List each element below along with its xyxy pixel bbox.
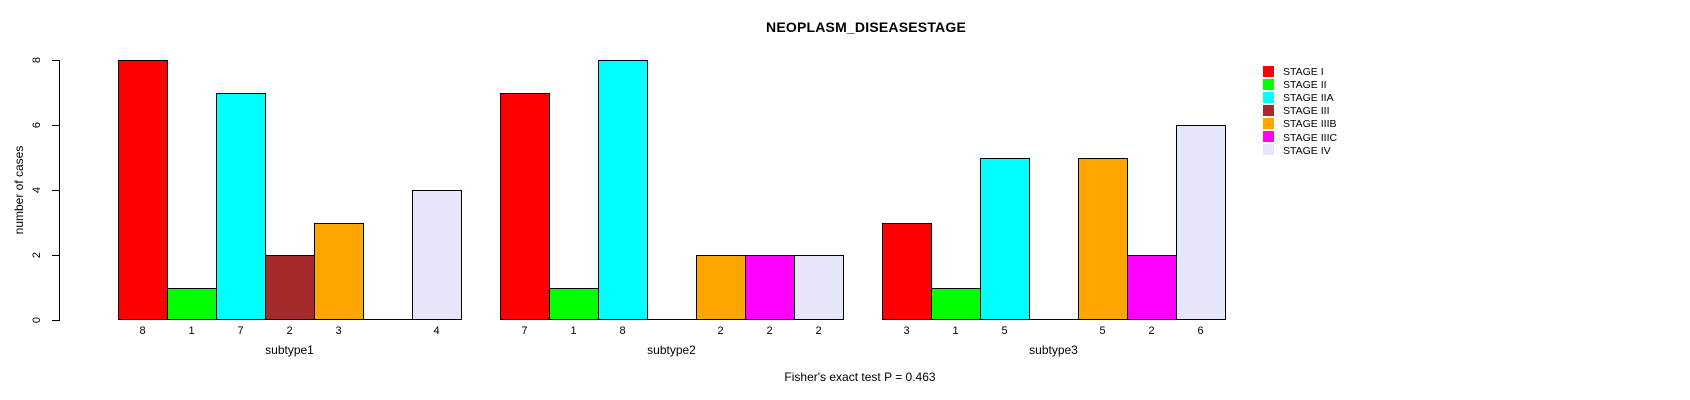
bar-value-label: 8 (619, 325, 626, 337)
bar-subtype1-stage-ii (167, 287, 217, 320)
bar-subtype1-stage-iv (412, 190, 462, 320)
legend-swatch (1263, 117, 1274, 129)
legend-swatch (1263, 91, 1274, 103)
bar-value-label: 2 (766, 325, 773, 337)
bar-value-label: 5 (1001, 325, 1008, 337)
y-tick-mark (52, 189, 59, 191)
legend-label: STAGE I (1283, 66, 1324, 78)
legend-swatch (1263, 104, 1274, 116)
group-label-subtype3: subtype3 (1029, 343, 1078, 357)
zero-bar-line (647, 319, 697, 320)
bar-value-label: 8 (139, 325, 146, 337)
zero-bar-line (363, 319, 413, 320)
y-axis-line (59, 60, 60, 321)
bar-value-label: 7 (521, 325, 528, 337)
bar-subtype3-stage-iia (980, 157, 1030, 320)
y-tick-label: 6 (31, 121, 43, 129)
bar-subtype2-stage-iia (598, 60, 648, 320)
legend-label: STAGE IIA (1283, 92, 1334, 105)
bar-value-label: 6 (1197, 325, 1204, 337)
y-tick-label: 8 (31, 56, 43, 64)
y-tick-mark (52, 59, 59, 61)
bar-subtype1-stage-i (118, 60, 168, 320)
bar-subtype2-stage-iiib (696, 255, 746, 320)
y-tick-mark (52, 254, 59, 256)
bar-value-label: 3 (903, 325, 910, 337)
bar-subtype2-stage-iiic (745, 255, 795, 320)
bar-value-label: 1 (188, 325, 195, 337)
bar-value-label: 2 (815, 325, 822, 337)
bar-subtype1-stage-iii (265, 255, 315, 320)
group-label-subtype1: subtype1 (265, 343, 314, 357)
legend-swatch (1263, 78, 1274, 90)
bar-value-label: 4 (433, 325, 440, 337)
legend-label: STAGE III (1283, 105, 1330, 118)
bar-value-label: 5 (1099, 325, 1106, 337)
y-tick-mark (52, 319, 59, 321)
bar-subtype3-stage-iiib (1078, 157, 1128, 320)
bar-subtype1-stage-iiib (314, 222, 364, 320)
bar-value-label: 3 (335, 325, 342, 337)
legend-label: STAGE II (1283, 79, 1327, 92)
y-tick-mark (52, 124, 59, 126)
bar-value-label: 2 (717, 325, 724, 337)
legend-label: STAGE IIIC (1283, 131, 1338, 144)
bar-value-label: 1 (570, 325, 577, 337)
bar-subtype3-stage-ii (931, 287, 981, 320)
legend-swatch (1263, 144, 1274, 156)
bar-subtype3-stage-iv (1176, 125, 1226, 320)
bar-value-label: 2 (286, 325, 293, 337)
y-tick-label: 0 (31, 316, 43, 324)
legend-label: STAGE IIIB (1283, 118, 1337, 131)
zero-bar-line (1029, 319, 1079, 320)
bar-value-label: 2 (1148, 325, 1155, 337)
bar-subtype2-stage-i (500, 92, 550, 320)
y-tick-label: 2 (31, 251, 43, 259)
bar-subtype1-stage-iia (216, 92, 266, 320)
bar-subtype3-stage-iiic (1127, 255, 1177, 320)
legend-swatch (1263, 65, 1274, 77)
group-label-subtype2: subtype2 (647, 343, 696, 357)
bar-value-label: 7 (237, 325, 244, 337)
bar-subtype2-stage-iv (794, 255, 844, 320)
legend-label: STAGE IV (1283, 144, 1331, 157)
bar-subtype2-stage-ii (549, 287, 599, 320)
bar-value-label: 1 (952, 325, 959, 337)
legend-swatch (1263, 131, 1274, 142)
bar-subtype3-stage-i (882, 222, 932, 320)
fisher-test-caption: Fisher's exact test P = 0.463 (784, 370, 936, 384)
chart-title: NEOPLASM_DISEASESTAGE (766, 19, 966, 35)
y-axis-label: number of cases (12, 145, 26, 235)
y-tick-label: 4 (31, 186, 43, 194)
